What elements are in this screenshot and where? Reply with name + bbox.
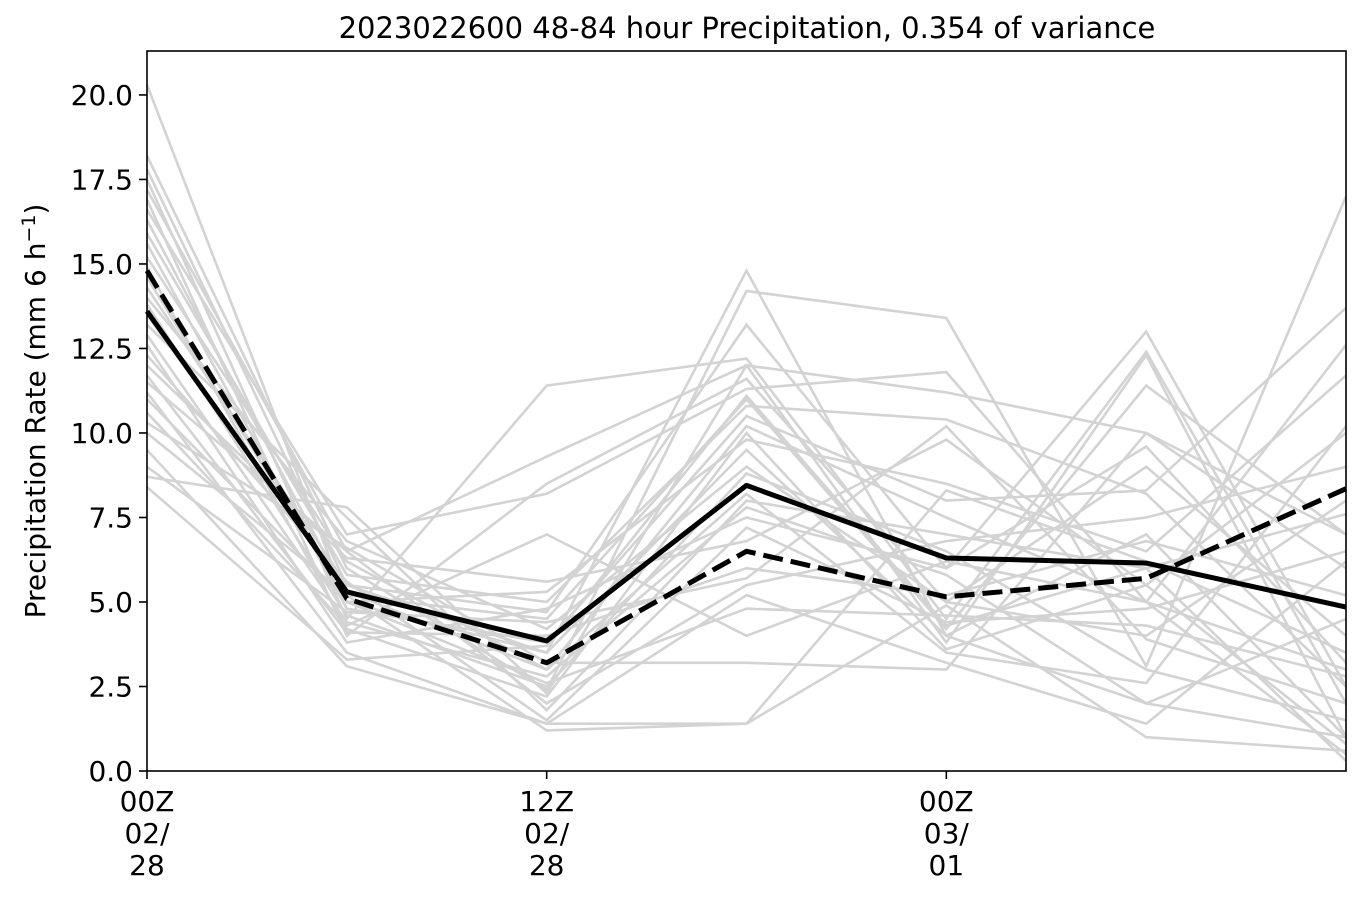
x-tick-label-line: 12Z (519, 785, 574, 818)
x-tick-label-line: 03/ (924, 817, 970, 850)
x-tick-label: 00Z 03/01 (919, 785, 974, 882)
chart-title: 2023022600 48-84 hour Precipitation, 0.3… (339, 11, 1156, 45)
ensemble-member-line-23 (145, 374, 1347, 638)
dashed-series-line (144, 269, 1348, 666)
y-axis-label-superscript: −1 (18, 215, 40, 243)
y-axis-label-close: ) (19, 204, 52, 215)
ensemble-member-line-27 (146, 411, 1347, 756)
ensemble-member-line-26 (146, 398, 1347, 685)
ensemble-member-line-9 (145, 232, 1347, 688)
y-tick-label: 2.5 (88, 670, 133, 703)
ensemble-member-line-1 (145, 84, 1347, 739)
y-tick-label: 17.5 (71, 163, 133, 196)
y-tick-label: 10.0 (71, 417, 133, 450)
x-tick-label-line: 00Z (120, 785, 175, 818)
y-tick-label: 5.0 (88, 586, 133, 619)
ensemble-member-line-12 (145, 266, 1347, 699)
ensemble-member-line-6 (145, 199, 1347, 638)
ensemble-member-line-16 (145, 303, 1347, 722)
ensemble-member-line-32 (146, 352, 1348, 738)
x-tick-label: 12Z 02/28 (519, 785, 574, 882)
ensemble-member-line-14 (145, 286, 1347, 739)
y-tick-label: 0.0 (88, 755, 133, 788)
y-tick-label: 15.0 (71, 248, 133, 281)
ensemble-member-line-25 (145, 391, 1347, 726)
ensemble-member-line-19 (145, 334, 1347, 705)
ensemble-member-line-2 (145, 155, 1348, 692)
x-tick-label-line: 02/ (124, 817, 170, 850)
x-tick-label-line: 28 (529, 849, 565, 882)
ensemble-member-line-28 (146, 421, 1347, 671)
y-axis-label-main: Precipitation Rate (mm 6 h (19, 243, 52, 619)
ensemble-member-line-15 (145, 296, 1347, 638)
ensemble-member-line-30 (146, 449, 1347, 752)
y-tick-label: 7.5 (88, 501, 133, 534)
ensemble-member-line-4 (145, 178, 1348, 705)
x-tick-label-line: 28 (129, 849, 165, 882)
y-tick-label: 12.5 (71, 332, 133, 365)
plot-frame (146, 50, 1347, 772)
ensemble-member-line-22 (146, 364, 1347, 746)
x-tick-label-line: 02/ (524, 817, 570, 850)
ensemble-member-line-21 (146, 354, 1347, 722)
y-tick-label: 20.0 (71, 79, 133, 112)
x-tick-label: 00Z 02/28 (120, 785, 175, 882)
y-axis-label: Precipitation Rate (mm 6 h−1) (18, 204, 52, 619)
ensemble-members (145, 84, 1348, 762)
x-tick-label-line: 00Z (919, 785, 974, 818)
solid-series-line (144, 309, 1347, 644)
highlight-series (144, 269, 1348, 666)
ensemble-member-line-31 (146, 424, 1347, 705)
ensemble-member-line-24 (146, 381, 1347, 705)
y-axis: 0.0 2.5 5.0 7.5 10.0 12.5 15.0 17.5 20.0 (71, 79, 147, 788)
ensemble-member-line-10 (145, 243, 1347, 644)
ensemble-member-line-20 (145, 344, 1347, 664)
x-tick-label-line: 01 (929, 849, 965, 882)
ensemble-member-line-33 (146, 393, 1347, 762)
